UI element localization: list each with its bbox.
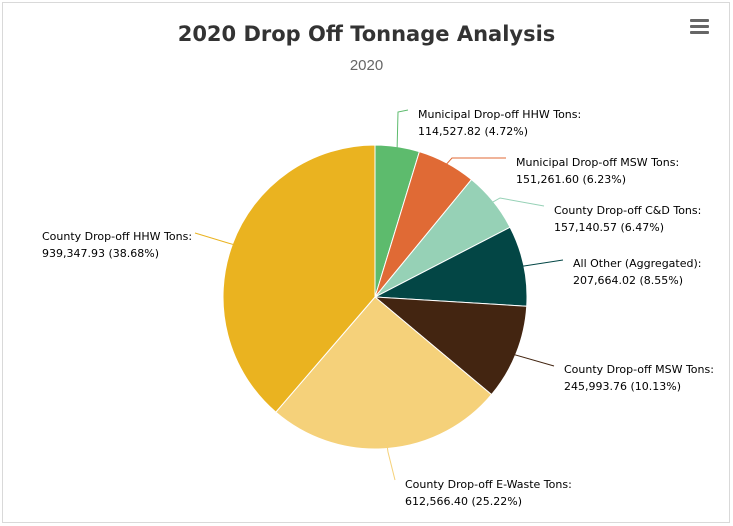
chart-title: 2020 Drop Off Tonnage Analysis <box>177 22 556 46</box>
slice-label-name-6: County Drop-off HHW Tons: <box>42 230 192 243</box>
slice-label-name-0: Municipal Drop-off HHW Tons: <box>418 108 581 121</box>
slice-label-name-3: All Other (Aggregated): <box>573 257 701 270</box>
connector-line-3 <box>521 259 564 267</box>
connector-line-4 <box>510 352 555 367</box>
slice-label-value-3: 207,664.02 (8.55%) <box>573 274 683 287</box>
slice-label-name-1: Municipal Drop-off MSW Tons: <box>516 156 679 169</box>
slice-label-value-4: 245,993.76 (10.13%) <box>564 380 681 393</box>
slice-label-value-0: 114,527.82 (4.72%) <box>418 125 528 138</box>
slice-label-name-5: County Drop-off E-Waste Tons: <box>405 478 572 491</box>
slice-label-value-2: 157,140.57 (6.47%) <box>554 221 664 234</box>
slice-label-value-5: 612,566.40 (25.22%) <box>405 495 522 508</box>
pie-slice-4[interactable] <box>373 296 528 396</box>
connector-line-0 <box>396 109 409 149</box>
hamburger-menu-icon[interactable] <box>688 16 712 38</box>
connector-line-5 <box>386 446 396 481</box>
slice-label-name-4: County Drop-off MSW Tons: <box>564 363 714 376</box>
slice-label-value-1: 151,261.60 (6.23%) <box>516 173 626 186</box>
slice-label-value-6: 939,347.93 (38.68%) <box>42 247 159 260</box>
chart-subtitle: 2020 <box>349 57 384 74</box>
connector-line-6 <box>194 232 235 246</box>
connector-line-2 <box>491 197 545 207</box>
connector-line-1 <box>445 157 506 166</box>
slice-label-name-2: County Drop-off C&D Tons: <box>554 204 701 217</box>
